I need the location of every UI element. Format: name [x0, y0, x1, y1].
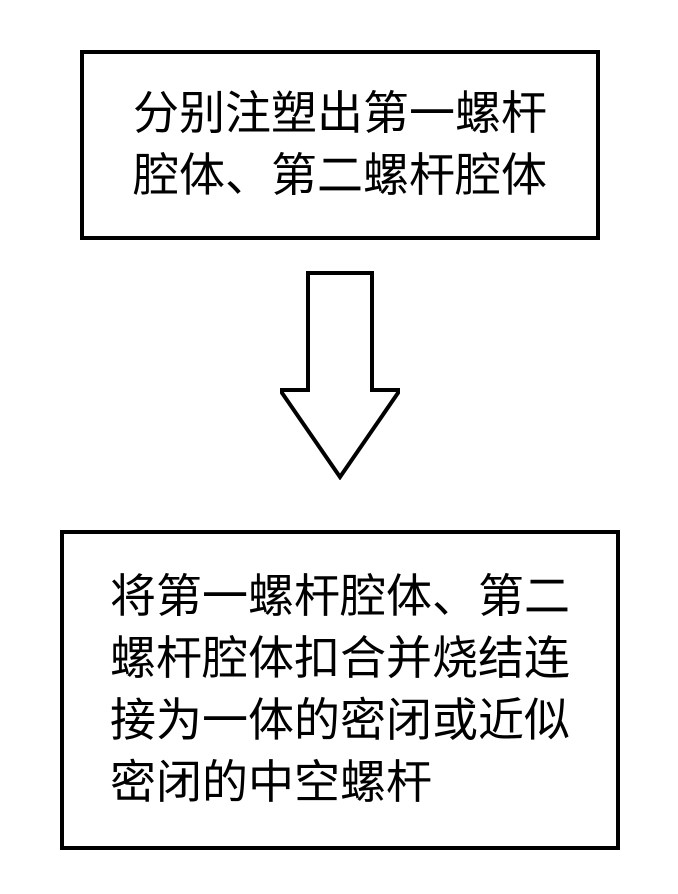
step-2-text: 将第一螺杆腔体、第二 螺杆腔体扣合并烧结连 接为一体的密闭或近似 密闭的中空螺杆 [110, 566, 570, 814]
flowchart-canvas: 分别注塑出第一螺杆 腔体、第二螺杆腔体 将第一螺杆腔体、第二 螺杆腔体扣合并烧结… [0, 0, 678, 894]
step-1-text: 分别注塑出第一螺杆 腔体、第二螺杆腔体 [133, 83, 547, 207]
step-2-box: 将第一螺杆腔体、第二 螺杆腔体扣合并烧结连 接为一体的密闭或近似 密闭的中空螺杆 [60, 530, 620, 850]
down-arrow [280, 270, 400, 480]
step-1-box: 分别注塑出第一螺杆 腔体、第二螺杆腔体 [80, 50, 600, 240]
